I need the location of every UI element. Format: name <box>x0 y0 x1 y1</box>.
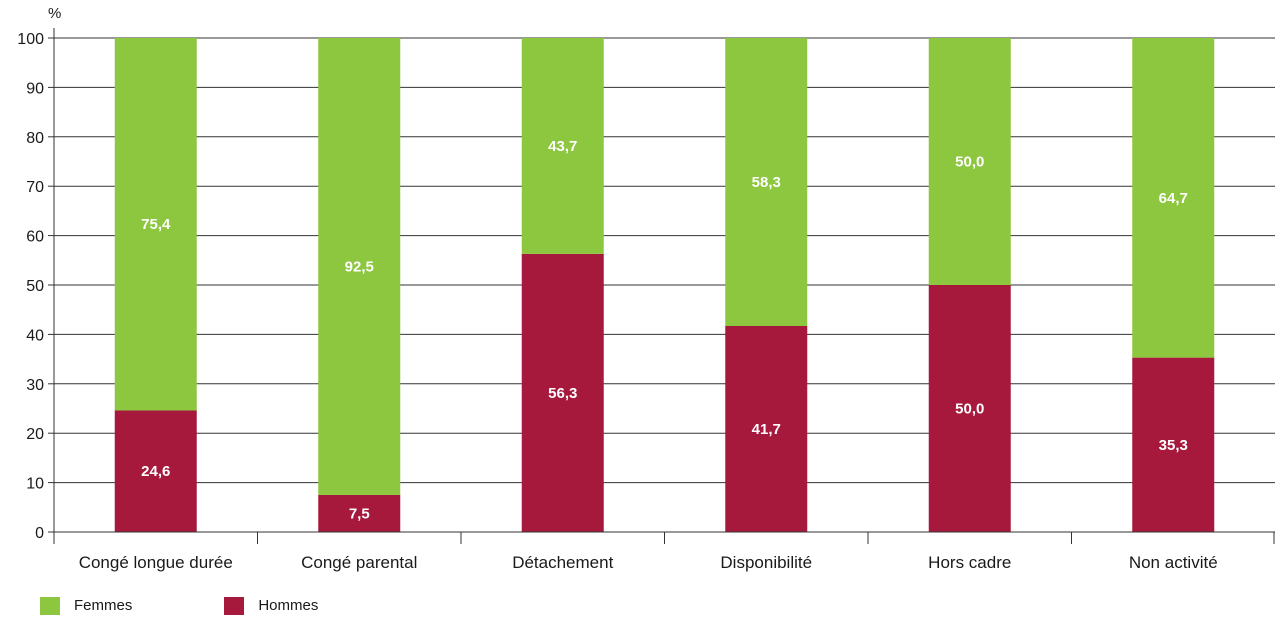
bar-hommes <box>1132 357 1215 532</box>
y-tick-label: 10 <box>26 476 44 493</box>
y-tick-label: 70 <box>26 179 44 196</box>
x-category-label: Congé parental <box>301 553 417 572</box>
x-category-label: Hors cadre <box>928 553 1011 572</box>
bar-femmes <box>928 38 1011 285</box>
bar-hommes <box>114 410 197 532</box>
y-tick-label: 60 <box>26 229 44 246</box>
x-category-label: Détachement <box>512 553 613 572</box>
bar-femmes <box>521 38 604 254</box>
bar-hommes <box>318 494 401 532</box>
data-label-hommes: 24,6 <box>141 463 170 480</box>
legend-item-femmes: Femmes <box>40 597 132 615</box>
bars: 24,6 75,4 7,5 92,5 56,3 43,7 41,7 58,3 50,0 50,0 3… <box>114 38 1215 533</box>
x-category-label: Disponibilité <box>720 553 812 572</box>
y-tick-label: 90 <box>26 80 44 97</box>
legend-label-hommes: Hommes <box>258 597 319 614</box>
stacked-bar-chart: 24,6 75,4 7,5 92,5 56,3 43,7 41,7 58,3 50,0 50,0 3… <box>17 5 1275 572</box>
y-tick-label: 20 <box>26 426 44 443</box>
data-label-femmes: 58,3 <box>752 174 781 191</box>
y-tick-label: 40 <box>26 327 44 344</box>
bar-femmes <box>114 38 197 411</box>
axes: 0 10 20 30 40 50 60 70 80 90 100 Congé longue durée… <box>17 28 1275 572</box>
data-label-hommes: 50,0 <box>955 401 984 418</box>
data-label-femmes: 92,5 <box>345 258 374 275</box>
gridlines <box>54 37 1275 484</box>
data-label-femmes: 43,7 <box>548 138 577 155</box>
legend-swatch-femmes <box>40 597 60 615</box>
y-tick-label: 50 <box>26 278 44 295</box>
x-category-label: Congé longue durée <box>79 553 233 572</box>
bar-femmes <box>725 38 808 327</box>
x-category-label: Non activité <box>1129 553 1218 572</box>
bar-hommes <box>521 253 604 533</box>
data-label-femmes: 64,7 <box>1159 190 1188 207</box>
data-label-hommes: 56,3 <box>548 385 577 402</box>
bar-hommes <box>725 326 808 532</box>
legend: Femmes Hommes <box>40 597 344 615</box>
y-tick-label: 80 <box>26 130 44 147</box>
legend-label-femmes: Femmes <box>74 597 133 614</box>
legend-item-hommes: Hommes <box>224 597 318 615</box>
y-tick-label: 100 <box>17 31 44 48</box>
data-label-femmes: 50,0 <box>955 154 984 171</box>
y-axis-unit-label: % <box>48 5 61 22</box>
bar-femmes <box>318 38 401 495</box>
data-label-femmes: 75,4 <box>141 216 171 233</box>
data-label-hommes: 41,7 <box>752 421 781 438</box>
y-tick-label: 0 <box>35 525 44 542</box>
data-label-hommes: 35,3 <box>1159 437 1188 454</box>
bar-hommes <box>928 285 1011 532</box>
legend-swatch-hommes <box>224 597 245 615</box>
bar-femmes <box>1132 38 1215 358</box>
y-tick-label: 30 <box>26 377 44 394</box>
data-label-hommes: 7,5 <box>349 505 370 522</box>
